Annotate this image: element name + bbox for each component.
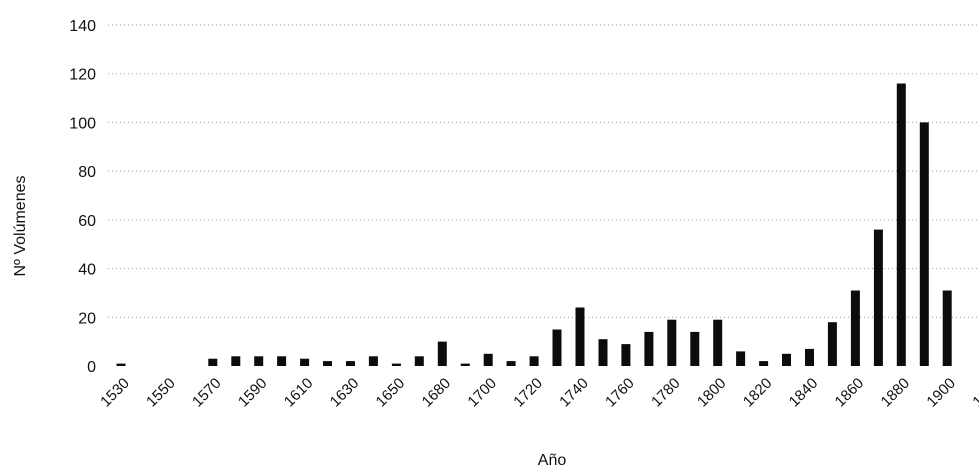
bar-1600 bbox=[277, 356, 287, 366]
y-tick-label: 120 bbox=[69, 67, 96, 84]
bar-1760 bbox=[621, 344, 631, 366]
bar-1630 bbox=[346, 361, 355, 366]
bar-1900 bbox=[942, 290, 952, 366]
x-tick-label: 1550 bbox=[143, 375, 179, 411]
bars bbox=[116, 83, 952, 367]
x-tick-label: 1860 bbox=[832, 375, 868, 411]
y-tick-label: 100 bbox=[69, 115, 96, 132]
bar-1840 bbox=[805, 348, 814, 366]
bar-1770 bbox=[644, 331, 654, 366]
bar-1660 bbox=[414, 356, 424, 366]
x-tick-label: 1760 bbox=[602, 375, 638, 411]
x-tick-label: 1900 bbox=[923, 375, 959, 411]
y-tick-label: 140 bbox=[69, 18, 96, 35]
x-tick-label: 1880 bbox=[878, 375, 914, 411]
x-tick-label: 1920 bbox=[969, 375, 979, 411]
bar-1860 bbox=[850, 290, 860, 366]
y-tick-label: 60 bbox=[78, 213, 96, 230]
y-axis-ticks: 0 20 40 60 80 100 120 140 bbox=[69, 18, 96, 376]
bar-1820 bbox=[759, 361, 769, 366]
bar-1650 bbox=[391, 363, 401, 366]
y-tick-label: 20 bbox=[78, 310, 96, 327]
bar-1810 bbox=[736, 351, 746, 366]
x-tick-label: 1840 bbox=[786, 375, 822, 411]
bar-1890 bbox=[919, 122, 929, 367]
bar-1710 bbox=[506, 361, 516, 366]
x-tick-label: 1800 bbox=[694, 375, 730, 411]
x-tick-label: 1780 bbox=[648, 375, 684, 411]
bar-1620 bbox=[323, 361, 332, 366]
bar-1690 bbox=[460, 363, 470, 366]
bar-1720 bbox=[529, 356, 539, 366]
x-tick-label: 1720 bbox=[510, 375, 546, 411]
x-tick-label: 1680 bbox=[419, 375, 455, 411]
bar-1850 bbox=[827, 322, 837, 366]
bar-1700 bbox=[483, 353, 493, 366]
bar-1680 bbox=[437, 341, 447, 366]
x-axis-title: Año bbox=[538, 452, 567, 469]
bar-1740 bbox=[575, 307, 585, 366]
x-tick-label: 1740 bbox=[556, 375, 592, 411]
bar-1800 bbox=[713, 319, 723, 366]
bar-1570 bbox=[208, 358, 218, 366]
x-tick-label: 1700 bbox=[464, 375, 500, 411]
y-tick-label: 0 bbox=[87, 359, 96, 376]
bar-1880 bbox=[896, 83, 906, 366]
x-axis-ticks: 1530 1550 1570 1590 1610 1630 1650 1680 1700 1720… bbox=[97, 375, 979, 411]
bar-1780 bbox=[667, 319, 677, 366]
bar-1870 bbox=[873, 229, 883, 366]
bar-1750 bbox=[598, 339, 608, 366]
x-tick-label: 1820 bbox=[740, 375, 776, 411]
y-tick-label: 40 bbox=[78, 262, 96, 279]
x-tick-label: 1610 bbox=[281, 375, 317, 411]
bar-1530 bbox=[116, 363, 126, 366]
x-tick-label: 1590 bbox=[235, 375, 271, 411]
bar-1640 bbox=[368, 356, 378, 366]
y-axis-title: Nº Volúmenes bbox=[12, 175, 29, 276]
x-tick-label: 1630 bbox=[327, 375, 363, 411]
bar-1580 bbox=[231, 356, 241, 366]
bar-1610 bbox=[300, 358, 310, 366]
bar-1730 bbox=[552, 329, 562, 366]
x-tick-label: 1530 bbox=[97, 375, 133, 411]
y-tick-label: 80 bbox=[78, 164, 96, 181]
bar-1790 bbox=[690, 331, 700, 366]
x-tick-label: 1650 bbox=[373, 375, 409, 411]
x-tick-label: 1570 bbox=[189, 375, 225, 411]
bar-1590 bbox=[254, 356, 264, 366]
gridlines bbox=[108, 24, 979, 318]
bar-1830 bbox=[782, 353, 791, 366]
